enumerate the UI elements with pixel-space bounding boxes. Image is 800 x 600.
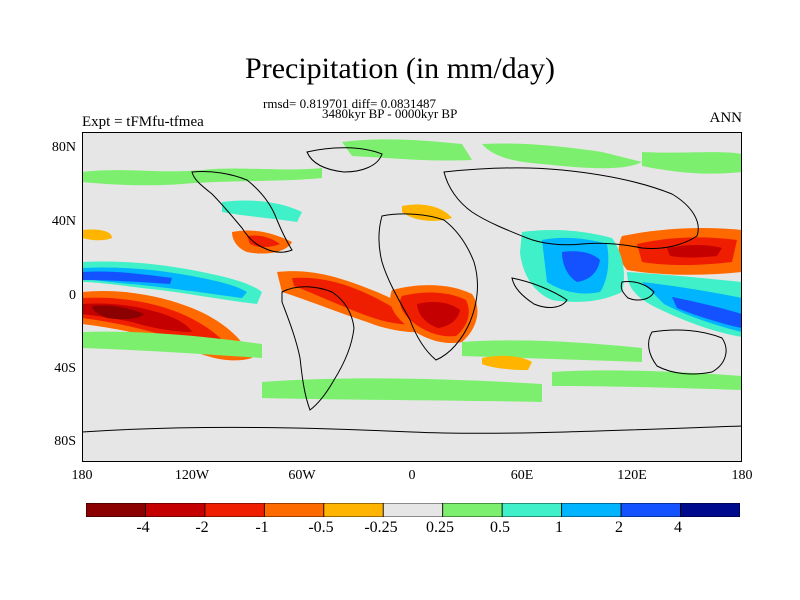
lon-tick: 60E: [510, 468, 534, 483]
colorbar-label: 1: [555, 519, 563, 536]
colorbar-swatch: [323, 503, 384, 517]
lat-tick: 40N: [51, 214, 76, 229]
colorbar-label: -4: [136, 519, 150, 536]
colorbar-label: 4: [674, 519, 682, 536]
stats-line: rmsd= 0.819701 diff= 0.0831487: [263, 96, 436, 111]
colorbar-swatch: [382, 503, 444, 517]
lat-tick: 40S: [54, 361, 76, 376]
lat-tick: 80S: [54, 434, 76, 449]
colorbar-swatch: [501, 503, 563, 517]
anomaly-fields: [82, 139, 742, 402]
coastlines: [82, 147, 742, 434]
colorbar-swatch: [86, 503, 146, 517]
precipitation-map: [82, 132, 742, 462]
colorbar-swatch: [620, 503, 681, 517]
lon-tick: 120W: [174, 468, 210, 483]
colorbar: [86, 503, 740, 517]
lon-tick: 0: [408, 468, 416, 483]
colorbar-label: -0.5: [308, 519, 334, 536]
season-label: ANN: [709, 110, 743, 126]
lon-tick: 180: [731, 468, 753, 483]
lon-tick: 120E: [617, 468, 647, 483]
colorbar-swatch: [561, 503, 622, 517]
colorbar-label: 0.25: [426, 519, 454, 536]
map-frame: [82, 132, 742, 462]
colorbar-swatch: [442, 503, 503, 517]
colorbar-swatch: [680, 503, 740, 517]
colorbar-label: 0.5: [490, 519, 510, 536]
colorbar-swatch: [145, 503, 206, 517]
colorbar-label: -1: [255, 519, 269, 536]
lat-tick: 0: [69, 288, 76, 303]
lon-tick: 180: [71, 468, 93, 483]
map-title: Precipitation (in mm/day): [245, 52, 555, 85]
period-label: 3480kyr BP - 0000kyr BP: [322, 106, 458, 121]
lat-tick: 80N: [51, 140, 76, 155]
experiment-label: Expt = tFMfu-tfmea: [82, 114, 204, 130]
colorbar-swatch: [263, 503, 325, 517]
colorbar-label: -2: [195, 519, 209, 536]
colorbar-label: 2: [615, 519, 623, 536]
colorbar-label: -0.25: [364, 519, 398, 536]
lon-tick: 60W: [288, 468, 316, 483]
colorbar-swatch: [204, 503, 265, 517]
